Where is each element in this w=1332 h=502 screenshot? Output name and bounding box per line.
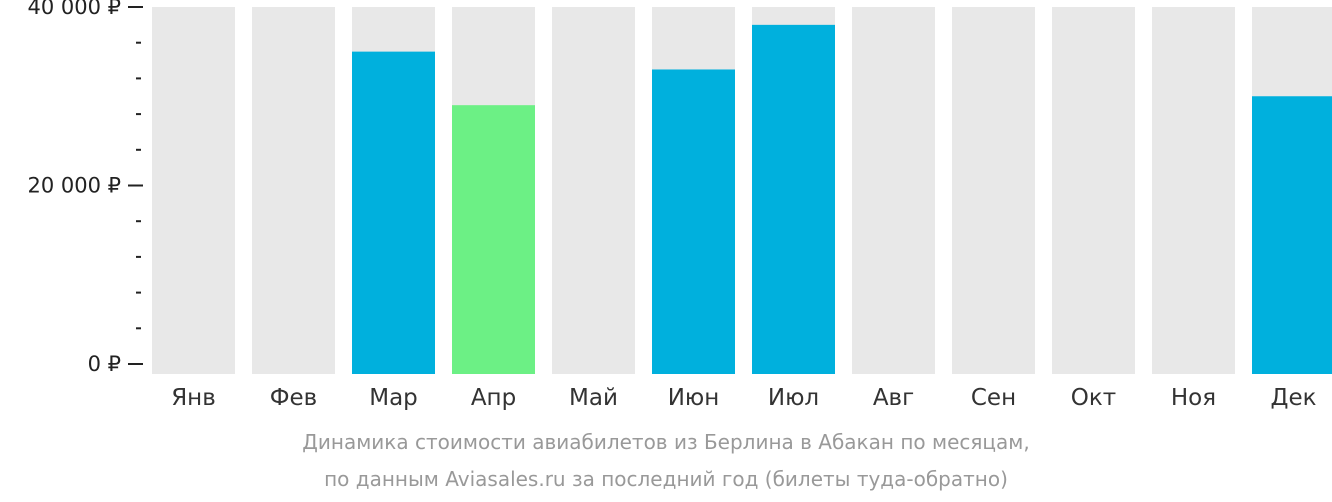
bar-3 — [352, 51, 435, 374]
bar-12 — [1252, 96, 1332, 374]
y-tick-label-2: 20 000 ₽ — [27, 174, 121, 198]
bar-background-1 — [152, 7, 235, 374]
chart-caption-line-1: Динамика стоимости авиабилетов из Берлин… — [302, 430, 1030, 454]
x-tick-label-11: Ноя — [1171, 385, 1216, 411]
bar-background-2 — [252, 7, 335, 374]
bar-background-8 — [852, 7, 935, 374]
bar-background-5 — [552, 7, 635, 374]
x-tick-label-4: Апр — [471, 385, 516, 411]
bar-6 — [652, 69, 735, 374]
bar-background-9 — [952, 7, 1035, 374]
x-tick-label-2: Фев — [270, 385, 318, 411]
bar-7 — [752, 24, 835, 374]
x-tick-label-6: Июн — [668, 385, 720, 411]
y-axis: 0 ₽ 20 000 ₽ 40 000 ₽ — [27, 0, 143, 376]
bar-background-10 — [1052, 7, 1135, 374]
price-bar-chart: 0 ₽ 20 000 ₽ 40 000 ₽ Янв Фев Мар Апр Май Июн Ию… — [27, 0, 1332, 411]
x-tick-label-1: Янв — [171, 385, 216, 411]
x-tick-label-5: Май — [569, 385, 618, 411]
x-axis: Янв Фев Мар Апр Май Июн Июл Авг Сен Окт Ноя Дек — [171, 385, 1316, 411]
x-tick-label-9: Сен — [971, 385, 1016, 411]
x-tick-label-12: Дек — [1270, 385, 1316, 411]
x-tick-label-10: Окт — [1071, 385, 1116, 411]
chart-caption-line-2: по данным Aviasales.ru за последний год … — [324, 467, 1008, 491]
x-tick-label-7: Июл — [768, 385, 819, 411]
y-tick-label-1: 0 ₽ — [88, 352, 121, 376]
bars-group — [152, 7, 1332, 375]
x-tick-label-8: Авг — [873, 385, 914, 411]
bar-background-11 — [1152, 7, 1235, 374]
bar-4 — [452, 105, 535, 375]
x-tick-label-3: Мар — [369, 385, 418, 411]
y-tick-label-3: 40 000 ₽ — [27, 0, 121, 19]
